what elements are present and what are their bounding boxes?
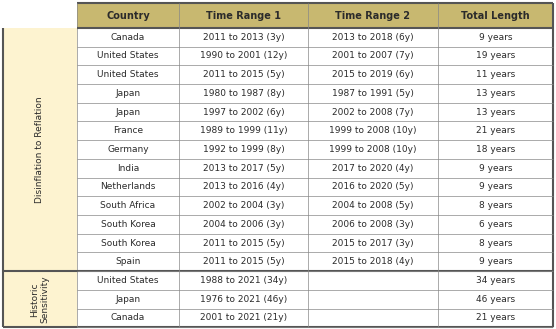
Text: 1990 to 2001 (12y): 1990 to 2001 (12y) (200, 51, 287, 61)
Text: Historic
Sensitivity: Historic Sensitivity (30, 275, 49, 323)
Text: 2002 to 2008 (7y): 2002 to 2008 (7y) (332, 108, 414, 117)
Text: 2011 to 2015 (5y): 2011 to 2015 (5y) (203, 257, 285, 266)
Text: 1999 to 2008 (10y): 1999 to 2008 (10y) (329, 126, 416, 135)
Text: 2001 to 2007 (7y): 2001 to 2007 (7y) (332, 51, 414, 61)
Text: Canada: Canada (111, 314, 145, 322)
Bar (77, 252, 553, 271)
Bar (3, 271, 77, 327)
Text: 46 years: 46 years (476, 295, 515, 304)
Text: 2013 to 2017 (5y): 2013 to 2017 (5y) (203, 164, 285, 173)
Text: 2015 to 2019 (6y): 2015 to 2019 (6y) (332, 70, 414, 79)
Text: 2011 to 2013 (3y): 2011 to 2013 (3y) (203, 33, 285, 42)
Text: Spain: Spain (115, 257, 141, 266)
Bar (77, 271, 553, 290)
Text: South Africa: South Africa (101, 201, 156, 210)
Text: South Korea: South Korea (101, 239, 155, 248)
Text: Disinflation to Reflation: Disinflation to Reflation (36, 96, 44, 203)
Text: Country: Country (106, 11, 150, 21)
Bar (77, 159, 553, 178)
Text: 2013 to 2016 (4y): 2013 to 2016 (4y) (203, 183, 284, 191)
Bar (77, 121, 553, 140)
Bar (3, 28, 77, 271)
Text: 1976 to 2021 (46y): 1976 to 2021 (46y) (200, 295, 287, 304)
Text: 9 years: 9 years (479, 183, 512, 191)
Text: 8 years: 8 years (479, 201, 512, 210)
Text: United States: United States (97, 276, 159, 285)
Bar (77, 178, 553, 196)
Text: Total Length: Total Length (461, 11, 530, 21)
Text: 2016 to 2020 (5y): 2016 to 2020 (5y) (332, 183, 414, 191)
Text: India: India (117, 164, 139, 173)
Text: South Korea: South Korea (101, 220, 155, 229)
Text: 2013 to 2018 (6y): 2013 to 2018 (6y) (332, 33, 414, 42)
Bar (77, 234, 553, 252)
Text: Germany: Germany (107, 145, 149, 154)
Bar (77, 103, 553, 121)
Text: 2001 to 2021 (21y): 2001 to 2021 (21y) (200, 314, 287, 322)
Text: 19 years: 19 years (476, 51, 515, 61)
Text: 1997 to 2002 (6y): 1997 to 2002 (6y) (203, 108, 285, 117)
Bar (77, 140, 553, 159)
Text: 13 years: 13 years (476, 108, 515, 117)
Text: 2011 to 2015 (5y): 2011 to 2015 (5y) (203, 239, 285, 248)
Text: 34 years: 34 years (476, 276, 515, 285)
Text: 2015 to 2018 (4y): 2015 to 2018 (4y) (332, 257, 414, 266)
Text: Japan: Japan (116, 108, 141, 117)
Text: 9 years: 9 years (479, 33, 512, 42)
Text: Time Range 2: Time Range 2 (335, 11, 410, 21)
Text: 1980 to 1987 (8y): 1980 to 1987 (8y) (202, 89, 285, 98)
Text: 18 years: 18 years (476, 145, 515, 154)
Text: 2004 to 2008 (5y): 2004 to 2008 (5y) (332, 201, 414, 210)
Text: Japan: Japan (116, 89, 141, 98)
Text: 1992 to 1999 (8y): 1992 to 1999 (8y) (203, 145, 285, 154)
Text: 1988 to 2021 (34y): 1988 to 2021 (34y) (200, 276, 287, 285)
Text: 21 years: 21 years (476, 126, 515, 135)
Text: 2006 to 2008 (3y): 2006 to 2008 (3y) (332, 220, 414, 229)
Bar (77, 3, 553, 28)
Text: 11 years: 11 years (476, 70, 515, 79)
Text: 21 years: 21 years (476, 314, 515, 322)
Bar (77, 309, 553, 327)
Bar (77, 290, 553, 309)
Text: 1987 to 1991 (5y): 1987 to 1991 (5y) (332, 89, 414, 98)
Text: 2004 to 2006 (3y): 2004 to 2006 (3y) (203, 220, 284, 229)
Text: 2017 to 2020 (4y): 2017 to 2020 (4y) (332, 164, 414, 173)
Text: 2015 to 2017 (3y): 2015 to 2017 (3y) (332, 239, 414, 248)
Text: United States: United States (97, 70, 159, 79)
Text: 2002 to 2004 (3y): 2002 to 2004 (3y) (203, 201, 284, 210)
Bar (77, 84, 553, 103)
Text: 13 years: 13 years (476, 89, 515, 98)
Text: Netherlands: Netherlands (100, 183, 156, 191)
Text: Japan: Japan (116, 295, 141, 304)
Text: 1999 to 2008 (10y): 1999 to 2008 (10y) (329, 145, 416, 154)
Text: United States: United States (97, 51, 159, 61)
Text: 9 years: 9 years (479, 257, 512, 266)
Bar (77, 47, 553, 65)
Bar (77, 215, 553, 234)
Bar (77, 65, 553, 84)
Text: 1989 to 1999 (11y): 1989 to 1999 (11y) (200, 126, 287, 135)
Text: France: France (113, 126, 143, 135)
Text: Canada: Canada (111, 33, 145, 42)
Text: 2011 to 2015 (5y): 2011 to 2015 (5y) (203, 70, 285, 79)
Text: 8 years: 8 years (479, 239, 512, 248)
Bar (77, 196, 553, 215)
Text: 6 years: 6 years (479, 220, 512, 229)
Text: Time Range 1: Time Range 1 (206, 11, 281, 21)
Bar (77, 28, 553, 47)
Text: 9 years: 9 years (479, 164, 512, 173)
